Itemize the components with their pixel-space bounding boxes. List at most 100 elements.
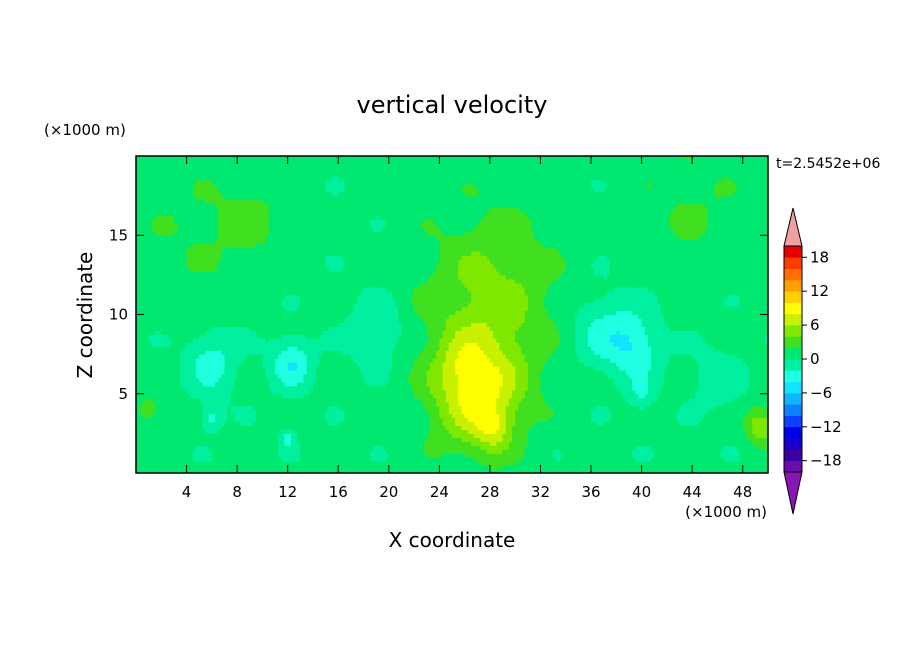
field-cell <box>616 421 621 427</box>
field-cell <box>610 453 614 458</box>
field-cell <box>164 421 169 427</box>
field-cell <box>284 461 289 466</box>
field-cell <box>319 469 324 473</box>
field-cell <box>531 425 535 431</box>
field-cell <box>584 445 589 450</box>
field-cell <box>407 421 412 427</box>
field-cell <box>410 433 415 438</box>
field-cell <box>237 465 241 470</box>
field-cell <box>398 429 403 434</box>
field-cell <box>309 421 314 427</box>
field-cell <box>502 421 507 427</box>
field-cell <box>208 461 213 466</box>
field-cell <box>720 445 725 450</box>
field-cell <box>240 421 245 427</box>
field-cell <box>730 437 734 442</box>
field-cell <box>572 453 576 458</box>
field-cell <box>189 437 194 442</box>
field-cell <box>252 425 257 431</box>
field-cell <box>673 433 677 438</box>
field-cell <box>445 461 450 466</box>
field-cell <box>303 417 308 423</box>
field-cell <box>211 445 216 450</box>
field-cell <box>189 461 194 466</box>
field-cell <box>749 465 753 470</box>
field-cell <box>730 425 734 431</box>
field-cell <box>312 425 317 431</box>
field-cell <box>278 425 282 431</box>
field-cell <box>167 449 172 454</box>
field-cell <box>391 449 396 454</box>
field-cell <box>524 457 529 462</box>
field-cell <box>388 421 393 427</box>
field-cell <box>183 417 188 423</box>
field-cell <box>224 453 229 458</box>
field-cell <box>711 469 715 473</box>
field-cell <box>354 421 358 427</box>
field-cell <box>275 461 279 466</box>
field-cell <box>401 461 406 466</box>
field-cell <box>410 449 415 454</box>
field-cell <box>508 453 513 458</box>
field-cell <box>369 457 374 462</box>
field-cell <box>271 457 276 462</box>
field-cell <box>761 433 766 438</box>
field-cell <box>154 469 159 473</box>
field-cell <box>259 469 263 473</box>
field-cell <box>606 441 611 446</box>
field-cell <box>474 453 478 458</box>
field-cell <box>458 453 463 458</box>
field-cell <box>284 421 289 427</box>
field-cell <box>142 433 147 438</box>
field-cell <box>518 421 523 427</box>
field-cell <box>610 441 614 446</box>
field-cell <box>638 449 643 454</box>
field-cell <box>142 461 147 466</box>
field-cell <box>666 449 671 454</box>
field-cell <box>562 437 567 442</box>
field-cell <box>565 461 570 466</box>
field-cell <box>531 453 535 458</box>
field-cell <box>707 445 712 450</box>
field-cell <box>300 425 305 431</box>
field-cell <box>730 453 734 458</box>
field-cell <box>575 437 579 442</box>
field-cell <box>707 449 712 454</box>
field-cell <box>641 429 646 434</box>
field-cell <box>657 437 662 442</box>
field-cell <box>395 449 399 454</box>
field-cell <box>464 433 469 438</box>
field-cell <box>249 449 254 454</box>
field-cell <box>616 425 621 431</box>
field-cell <box>290 429 295 434</box>
field-cell <box>559 453 564 458</box>
field-cell <box>357 441 361 446</box>
field-cell <box>638 453 643 458</box>
field-cell <box>730 441 734 446</box>
field-cell <box>344 429 349 434</box>
field-cell <box>726 461 731 466</box>
field-cell <box>199 437 203 442</box>
field-cell <box>275 421 279 427</box>
field-cell <box>584 461 589 466</box>
field-cell <box>230 449 235 454</box>
field-cell <box>202 449 207 454</box>
field-cell <box>256 469 260 473</box>
field-cell <box>252 433 257 438</box>
field-cell <box>619 469 624 473</box>
field-cell <box>540 469 545 473</box>
field-cell <box>568 457 573 462</box>
field-cell <box>142 441 147 446</box>
field-cell <box>338 421 342 427</box>
field-cell <box>483 421 488 427</box>
field-cell <box>391 461 396 466</box>
field-cell <box>243 469 248 473</box>
field-cell <box>695 453 700 458</box>
field-cell <box>297 465 301 470</box>
field-cell <box>534 469 538 473</box>
field-cell <box>252 469 257 473</box>
field-cell <box>676 461 681 466</box>
field-cell <box>625 437 630 442</box>
field-cell <box>739 465 744 470</box>
field-cell <box>486 445 491 450</box>
